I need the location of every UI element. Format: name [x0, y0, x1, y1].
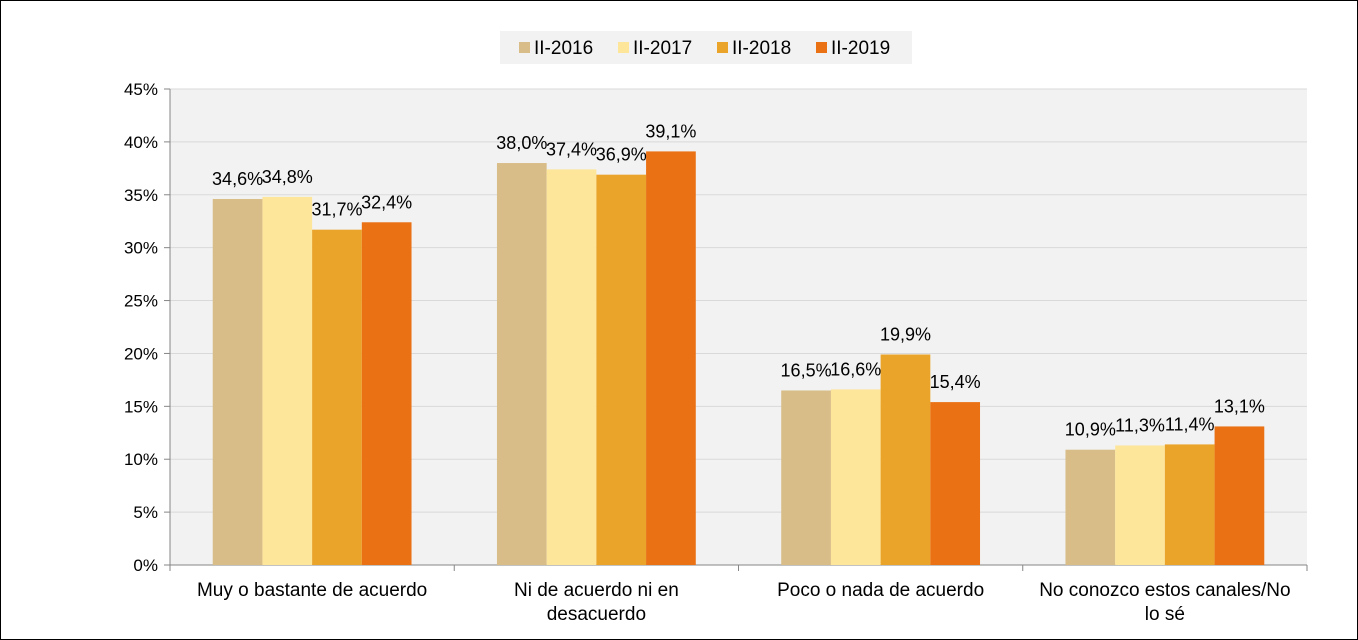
bar — [212, 199, 263, 565]
data-label: 36,9% — [596, 145, 647, 165]
legend-swatch — [717, 42, 728, 53]
y-tick-label: 35% — [124, 186, 158, 205]
y-tick-label: 45% — [124, 80, 158, 99]
x-category-label: Ni de acuerdo ni en desacuerdo — [514, 580, 679, 625]
y-tick-label: 40% — [124, 133, 158, 152]
data-label: 11,3% — [1115, 415, 1165, 435]
data-label: 19,9% — [880, 325, 931, 345]
y-tick-label: 0% — [133, 556, 158, 575]
data-label: 32,4% — [361, 192, 412, 212]
x-category-label-line: Ni de acuerdo ni en — [514, 580, 679, 601]
bar — [781, 390, 831, 565]
data-label: 13,1% — [1214, 396, 1265, 416]
legend-label: II-2017 — [633, 38, 692, 59]
data-label: 38,0% — [496, 133, 547, 153]
data-label: 16,6% — [830, 359, 881, 379]
x-category-label: Poco o nada de acuerdo — [777, 580, 984, 601]
x-category-label-line: desacuerdo — [547, 604, 646, 625]
x-category-label-line: Muy o bastante de acuerdo — [197, 580, 427, 601]
y-tick-label: 5% — [133, 503, 158, 522]
bar — [1214, 426, 1265, 565]
data-label: 10,9% — [1065, 420, 1116, 440]
legend-swatch — [618, 42, 629, 53]
y-tick-label: 15% — [124, 397, 158, 416]
bar — [646, 151, 696, 566]
data-label: 39,1% — [645, 121, 696, 141]
x-category-label-line: No conozco estos canales/No — [1039, 580, 1290, 601]
data-label: 15,4% — [930, 372, 981, 392]
legend-label: II-2018 — [732, 38, 791, 59]
legend-swatch — [519, 42, 530, 53]
bar — [262, 196, 313, 566]
legend-swatch — [816, 42, 827, 53]
bar — [1164, 444, 1215, 565]
data-label: 16,5% — [781, 360, 832, 380]
y-tick-label: 20% — [124, 344, 158, 363]
bar — [930, 402, 981, 565]
bar — [496, 163, 547, 566]
y-tick-label: 10% — [124, 450, 158, 469]
x-category-label: Muy o bastante de acuerdo — [197, 580, 427, 601]
y-tick-label: 30% — [124, 239, 158, 258]
data-label: 37,4% — [546, 139, 597, 159]
bar — [880, 354, 931, 565]
bar — [546, 169, 597, 565]
x-category-label-line: Poco o nada de acuerdo — [777, 580, 984, 601]
x-category-label-line: lo sé — [1145, 604, 1185, 625]
data-label: 11,4% — [1165, 414, 1215, 434]
y-tick-label: 25% — [124, 292, 158, 311]
data-label: 34,8% — [262, 167, 313, 187]
bar — [1065, 449, 1116, 565]
bar — [1115, 445, 1165, 565]
data-label: 31,7% — [311, 200, 362, 220]
bar — [361, 222, 412, 565]
bar — [312, 229, 362, 565]
legend-label: II-2016 — [534, 38, 593, 59]
x-category-label: No conozco estos canales/No lo sé — [1039, 580, 1290, 625]
bar — [596, 174, 647, 565]
bar — [830, 389, 881, 565]
data-label: 34,6% — [212, 169, 263, 189]
bars — [212, 151, 1265, 566]
legend-label: II-2019 — [831, 38, 890, 59]
legend-box — [500, 31, 912, 64]
data-labels: 34,6% 38,0% 16,5% 10,9% 34,8% 37,4% 16,6% 11,3%… — [212, 121, 1265, 439]
legend: II-2016 II-2017 II-2018 II-2019 — [500, 31, 912, 64]
